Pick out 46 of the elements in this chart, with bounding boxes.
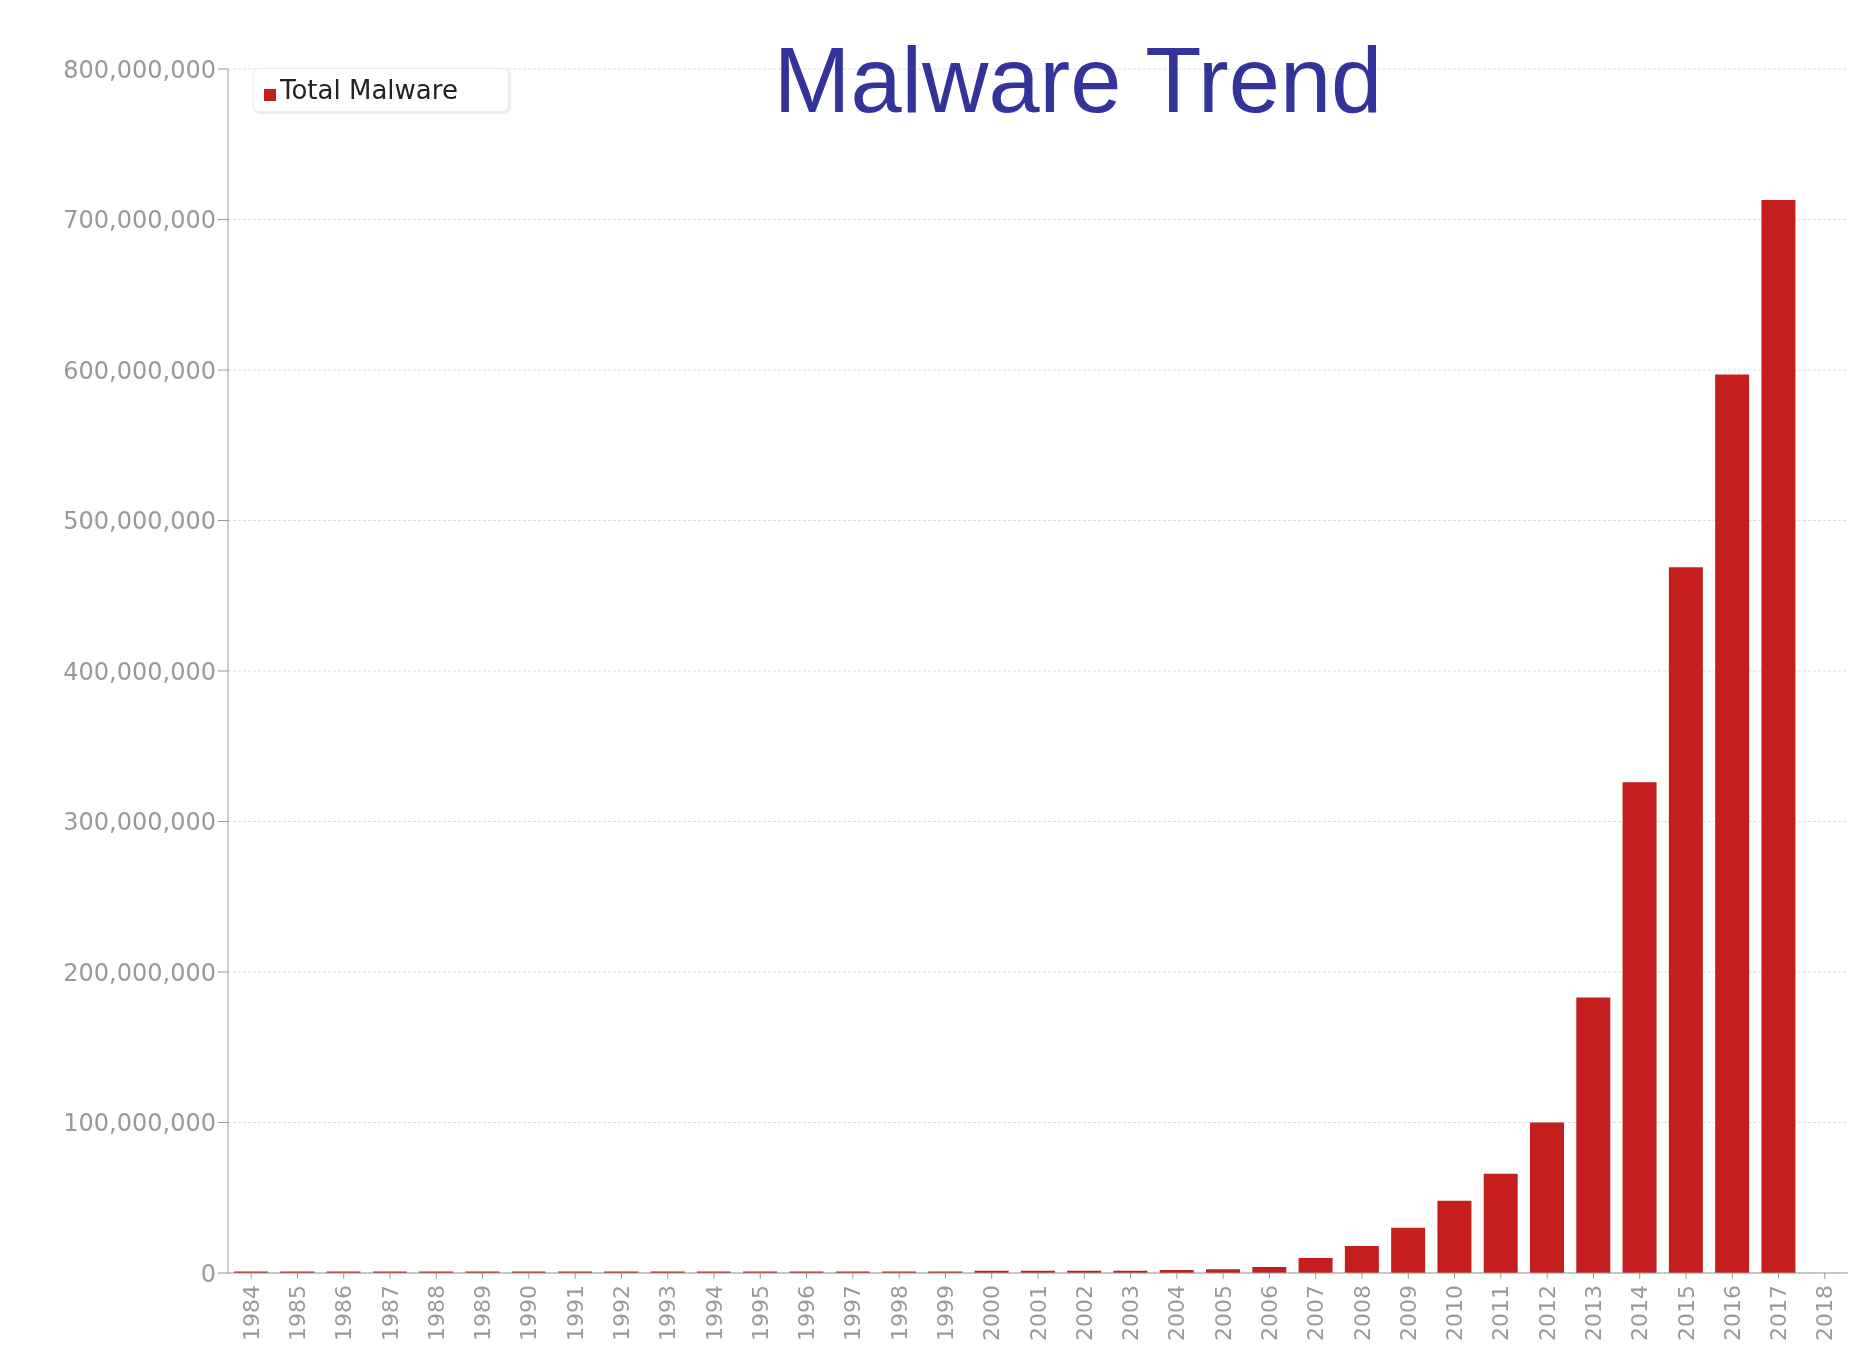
x-tick-label: 2005 <box>1210 1285 1236 1341</box>
x-tick-label: 2004 <box>1164 1285 1190 1341</box>
x-tick-label: 1988 <box>423 1285 449 1341</box>
x-tick-label: 2016 <box>1719 1285 1745 1341</box>
x-tick-label: 2009 <box>1395 1285 1421 1341</box>
x-tick-label: 1986 <box>331 1285 357 1341</box>
legend-label: Total Malware <box>280 75 458 105</box>
x-tick-label: 1987 <box>377 1285 403 1341</box>
x-tick-label: 2014 <box>1627 1285 1653 1341</box>
x-tick-label: 2002 <box>1071 1285 1097 1341</box>
x-tick-label: 2007 <box>1303 1285 1329 1341</box>
y-tick-label: 0 <box>200 1259 216 1288</box>
x-tick-label: 2015 <box>1673 1285 1699 1341</box>
x-tick-label: 1984 <box>238 1285 264 1341</box>
x-tick-label: 1999 <box>933 1285 959 1341</box>
y-tick-label: 800,000,000 <box>63 55 216 84</box>
y-tick-label: 600,000,000 <box>63 356 216 385</box>
x-tick-label: 2011 <box>1488 1285 1514 1341</box>
x-tick-label: 1994 <box>701 1285 727 1341</box>
x-tick-label: 2017 <box>1766 1285 1792 1341</box>
x-tick-label: 1992 <box>609 1285 635 1341</box>
x-tick-label: 2000 <box>979 1285 1005 1341</box>
x-tick-label: 2006 <box>1257 1285 1283 1341</box>
x-tick-label: 1998 <box>886 1285 912 1341</box>
x-tick-label: 1985 <box>285 1285 311 1341</box>
x-tick-label: 1989 <box>470 1285 496 1341</box>
x-tick-label: 1996 <box>794 1285 820 1341</box>
y-tick-label: 100,000,000 <box>63 1109 216 1138</box>
chart-title: Malware Trend <box>772 28 1384 133</box>
x-tick-label: 1995 <box>747 1285 773 1341</box>
y-tick-label: 500,000,000 <box>63 507 216 536</box>
y-tick-label: 300,000,000 <box>63 808 216 837</box>
x-tick-label: 1991 <box>562 1285 588 1341</box>
x-tick-label: 1993 <box>655 1285 681 1341</box>
x-tick-label: 2001 <box>1025 1285 1051 1341</box>
x-tick-label: 2010 <box>1442 1285 1468 1341</box>
x-tick-label: 2012 <box>1534 1285 1560 1341</box>
x-tick-label: 2003 <box>1118 1285 1144 1341</box>
y-tick-label: 400,000,000 <box>63 657 216 686</box>
x-tick-label: 2008 <box>1349 1285 1375 1341</box>
y-tick-label: 700,000,000 <box>63 206 216 235</box>
x-tick-label: 1997 <box>840 1285 866 1341</box>
x-tick-label: 2013 <box>1581 1285 1607 1341</box>
y-tick-label: 200,000,000 <box>63 958 216 987</box>
x-tick-label: 2018 <box>1812 1285 1838 1341</box>
x-tick-label: 1990 <box>516 1285 542 1341</box>
